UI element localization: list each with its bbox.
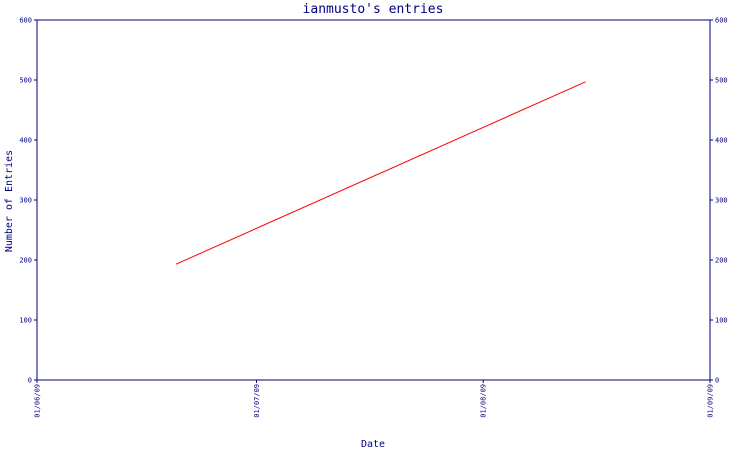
left-y-tick-label: 300 <box>19 197 32 205</box>
chart-title: ianmusto's entries <box>303 2 444 17</box>
right-y-tick-label: 0 <box>715 377 719 385</box>
x-tick-label: 01/07/09 <box>253 384 261 418</box>
right-y-tick-label: 100 <box>715 317 728 325</box>
left-y-axis: 0 100 200 300 400 500 600 <box>19 17 37 385</box>
left-y-tick-label: 200 <box>19 257 32 265</box>
x-axis-label: Date <box>361 439 385 450</box>
right-y-tick-label: 300 <box>715 197 728 205</box>
left-y-tick-label: 100 <box>19 317 32 325</box>
right-y-tick-label: 200 <box>715 257 728 265</box>
right-y-axis: 0 100 200 300 400 500 600 <box>710 17 728 385</box>
right-y-tick-label: 600 <box>715 17 728 25</box>
left-y-tick-label: 500 <box>19 77 32 85</box>
series-layer <box>175 81 586 265</box>
x-tick-label: 01/06/09 <box>34 384 42 418</box>
right-y-tick-label: 400 <box>715 137 728 145</box>
y-axis-label: Number of Entries <box>4 150 15 252</box>
left-y-tick-label: 600 <box>19 17 32 25</box>
left-y-tick-label: 0 <box>28 377 32 385</box>
x-axis: 01/06/09 01/07/09 01/08/09 01/09/09 <box>34 380 715 418</box>
series-line <box>175 81 586 265</box>
x-tick-label: 01/08/09 <box>480 384 488 418</box>
x-tick-label: 01/09/09 <box>707 384 715 418</box>
right-y-tick-label: 500 <box>715 77 728 85</box>
left-y-tick-label: 400 <box>19 137 32 145</box>
plot-area <box>36 19 711 381</box>
